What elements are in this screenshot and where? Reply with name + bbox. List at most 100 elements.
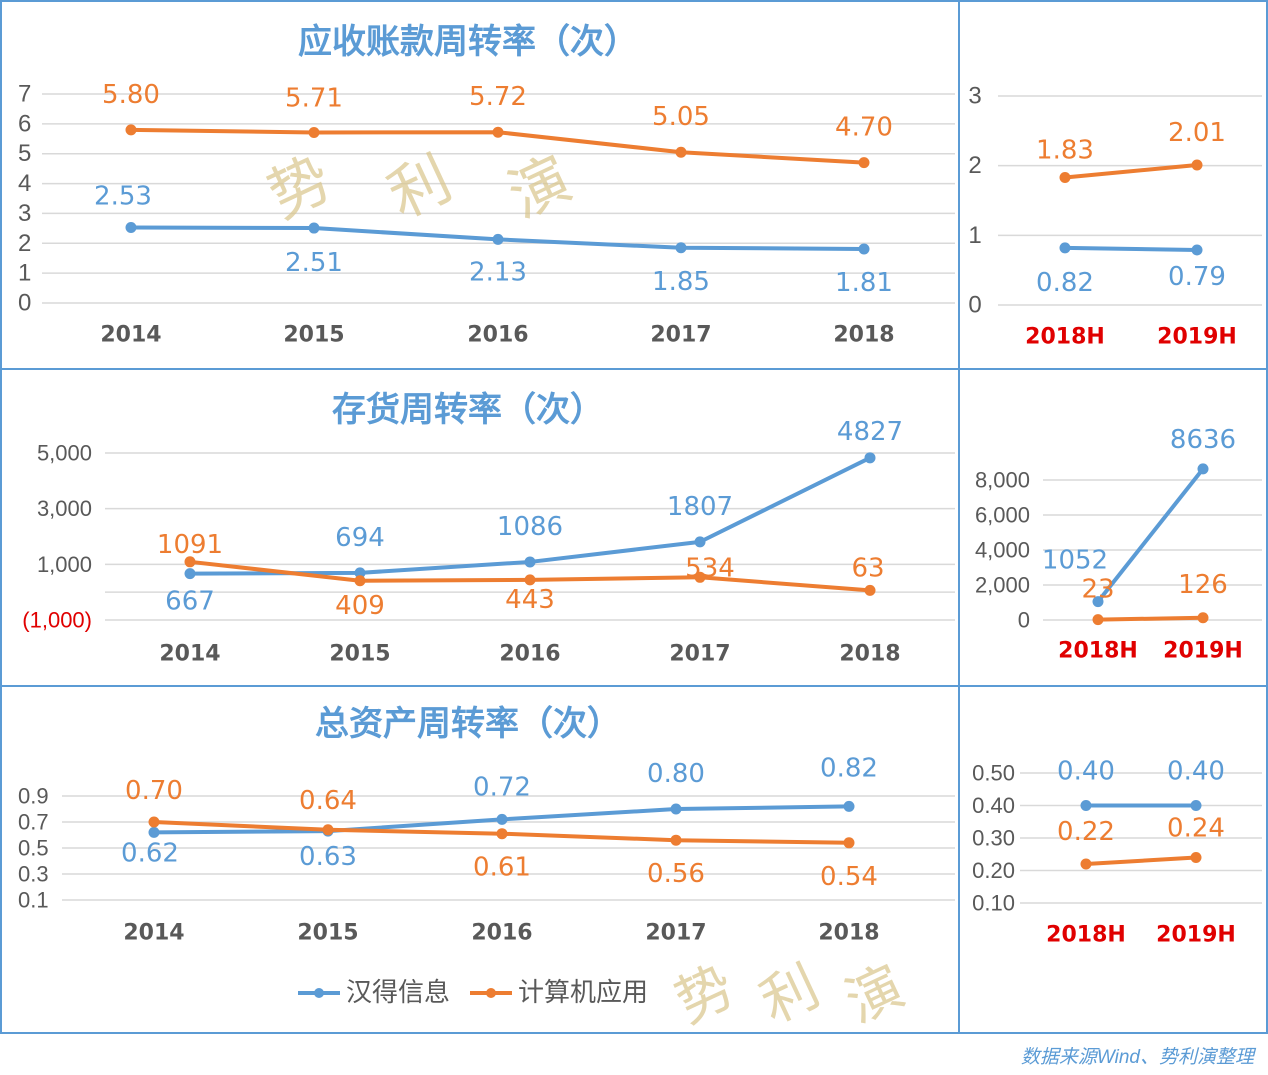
source-note: 数据来源Wind、势利演整理 <box>1020 1047 1254 1068</box>
x-tick-label: 2016 <box>471 921 532 946</box>
data-label: 0.40 <box>1167 757 1225 787</box>
x-tick-label: 2016 <box>499 642 560 667</box>
data-label: 694 <box>335 523 385 553</box>
data-label: 2.13 <box>469 257 527 287</box>
legend-marker <box>314 988 324 998</box>
data-point <box>1059 172 1071 184</box>
y-tick-label: 3,000 <box>37 496 92 521</box>
data-label: 63 <box>851 553 884 583</box>
y-tick-label: 1 <box>968 222 981 249</box>
chart-title: 应收账款周转率（次） <box>298 22 638 62</box>
series-line <box>1064 162 1198 180</box>
data-point <box>148 816 160 828</box>
data-label: 4.70 <box>835 113 893 143</box>
x-tick-label: 2015 <box>297 921 358 946</box>
data-label: 1.83 <box>1036 136 1094 166</box>
data-point <box>308 127 320 139</box>
series-line <box>1097 615 1204 622</box>
y-tick-label: 4,000 <box>975 538 1030 563</box>
data-label: 0.70 <box>125 776 183 806</box>
x-tick-label: 2018 <box>839 642 900 667</box>
data-point <box>1092 614 1104 626</box>
legend-label: 汉得信息 <box>346 978 450 1008</box>
y-tick-label: 0 <box>1018 608 1030 633</box>
data-point <box>492 126 504 138</box>
y-tick-label: 7 <box>18 81 31 108</box>
y-tick-label: 5 <box>18 140 31 167</box>
y-tick-label: 0.9 <box>18 784 49 809</box>
data-label: 0.82 <box>1036 268 1094 298</box>
data-point <box>184 568 196 580</box>
x-tick-label: 2018 <box>818 921 879 946</box>
chart-2: (1,000) 1,000 3,000 5,000 2014 2015 2016 2017 20… <box>22 390 955 667</box>
data-point <box>1080 858 1092 870</box>
data-point <box>496 828 508 840</box>
data-point <box>524 574 536 586</box>
legend-marker <box>486 988 496 998</box>
series-line <box>1085 855 1197 866</box>
y-tick-label: 0.10 <box>972 891 1015 916</box>
data-point <box>1197 612 1209 624</box>
watermark-char: 利 <box>751 954 829 1037</box>
chart-3: 0 2,000 4,000 6,000 8,000 2018H 2019H 1052 8636 2… <box>975 425 1262 664</box>
y-tick-label: 0.7 <box>18 810 49 835</box>
data-label: 0.63 <box>299 842 357 872</box>
data-label: 0.40 <box>1057 757 1115 787</box>
y-tick-label: 8,000 <box>975 468 1030 493</box>
data-point <box>1191 159 1203 171</box>
x-tick-label: 2016 <box>467 323 528 348</box>
data-point <box>125 221 137 233</box>
data-label: 2.01 <box>1168 118 1226 148</box>
y-tick-label: 3 <box>968 83 981 110</box>
y-tick-label: 0.50 <box>972 761 1015 786</box>
y-tick-label: 0 <box>18 290 31 317</box>
data-label: 0.61 <box>473 853 531 883</box>
data-point <box>694 571 706 583</box>
data-label: 4827 <box>837 417 903 447</box>
data-point <box>125 124 137 136</box>
data-point <box>694 536 706 548</box>
chart-title: 存货周转率（次） <box>332 390 604 430</box>
data-label: 1.85 <box>652 267 710 297</box>
y-tick-label: 6 <box>18 110 31 137</box>
data-point <box>864 584 876 596</box>
data-point <box>1059 242 1071 254</box>
y-tick-label: 2 <box>18 230 31 257</box>
y-tick-label: 3 <box>18 200 31 227</box>
x-tick-label: 2014 <box>123 921 184 946</box>
data-label: 1807 <box>667 492 733 522</box>
x-tick-label: 2018H <box>1046 923 1126 948</box>
data-label: 0.54 <box>820 862 878 892</box>
y-tick-label: 0.40 <box>972 793 1015 818</box>
data-label: 0.82 <box>820 753 878 783</box>
x-tick-label: 2015 <box>283 323 344 348</box>
watermark-char: 演 <box>836 954 914 1037</box>
data-point <box>1197 463 1209 475</box>
legend-label: 计算机应用 <box>518 978 648 1008</box>
data-label: 0.62 <box>121 838 179 868</box>
series-line <box>1096 467 1205 603</box>
y-tick-label: 6,000 <box>975 503 1030 528</box>
data-point <box>670 803 682 815</box>
y-tick-label: 5,000 <box>37 441 92 466</box>
x-tick-label: 2014 <box>100 323 161 348</box>
watermark-char: 势 <box>666 954 744 1037</box>
data-label: 23 <box>1081 575 1114 605</box>
data-point <box>524 556 536 568</box>
y-tick-label: 0 <box>968 292 981 319</box>
data-point <box>354 575 366 587</box>
x-tick-label: 2014 <box>159 642 220 667</box>
watermark-char: 演 <box>498 144 582 233</box>
chart-1: 0 1 2 3 2018H 2019H 0.82 0.79 1.83 2.01 <box>968 83 1262 350</box>
x-tick-label: 2019H <box>1157 325 1237 350</box>
data-point <box>675 146 687 158</box>
data-point <box>843 800 855 812</box>
data-point <box>1080 800 1092 811</box>
data-label: 1.81 <box>835 268 893 298</box>
chart-title: 总资产周转率（次） <box>315 704 621 744</box>
chart-5: 0.10 0.20 0.30 0.40 0.50 2018H 2019H 0.40 0.40 0.… <box>972 757 1262 948</box>
data-point <box>308 222 320 234</box>
data-label: 126 <box>1178 570 1228 600</box>
y-tick-label: 4 <box>18 170 31 197</box>
